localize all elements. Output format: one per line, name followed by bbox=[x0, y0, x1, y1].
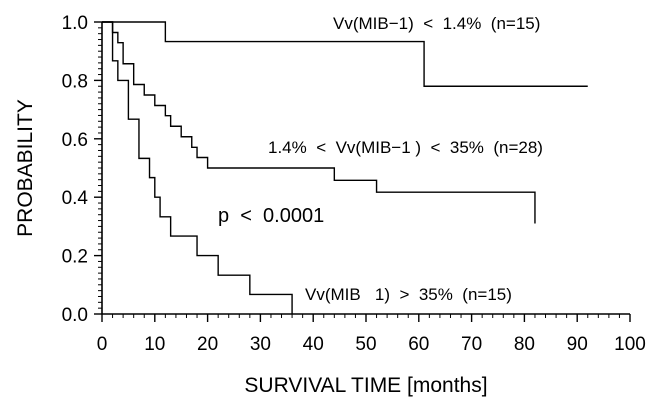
x-axis-label: SURVIVAL TIME [months] bbox=[244, 374, 487, 397]
x-tick-label: 90 bbox=[567, 334, 588, 355]
x-tick-label: 70 bbox=[461, 334, 482, 355]
axes bbox=[101, 22, 630, 315]
y-tick-label: 0.2 bbox=[62, 247, 88, 268]
x-tick-label: 80 bbox=[514, 334, 535, 355]
y-tick-label: 0.0 bbox=[62, 305, 88, 326]
axis-ticks bbox=[94, 21, 631, 322]
y-tick-label: 0.8 bbox=[62, 71, 88, 92]
annotation-mid-group: 1.4% < Vv(MIB−1 ) < 35% (n=28) bbox=[268, 138, 543, 157]
x-tick-label: 20 bbox=[197, 334, 218, 355]
x-tick-label: 30 bbox=[250, 334, 271, 355]
x-tick-label: 50 bbox=[355, 334, 376, 355]
annotation-high-group: Vv(MIB 1) > 35% (n=15) bbox=[305, 285, 512, 304]
y-tick-label: 0.6 bbox=[62, 130, 88, 151]
series-line-2 bbox=[102, 21, 536, 224]
series-line-3 bbox=[102, 21, 293, 314]
x-tick-label: 0 bbox=[97, 334, 108, 355]
x-tick-label: 100 bbox=[614, 334, 646, 355]
y-tick-label: 1.0 bbox=[62, 13, 88, 34]
series-line-1 bbox=[102, 21, 588, 87]
tick-labels: 0 10 20 30 40 50 60 70 80 90 100 0.0 0.2 0.4 0.6 0.8 1.0 bbox=[62, 13, 646, 355]
x-tick-label: 10 bbox=[144, 334, 165, 355]
annotation-p-value: p < 0.0001 bbox=[218, 205, 324, 227]
y-axis-label: PROBABILITY bbox=[14, 99, 37, 237]
survival-curves bbox=[102, 21, 588, 314]
x-tick-label: 60 bbox=[408, 334, 429, 355]
x-tick-label: 40 bbox=[303, 334, 324, 355]
y-tick-label: 0.4 bbox=[62, 188, 89, 209]
annotation-low-group: Vv(MIB−1) < 1.4% (n=15) bbox=[333, 14, 540, 33]
